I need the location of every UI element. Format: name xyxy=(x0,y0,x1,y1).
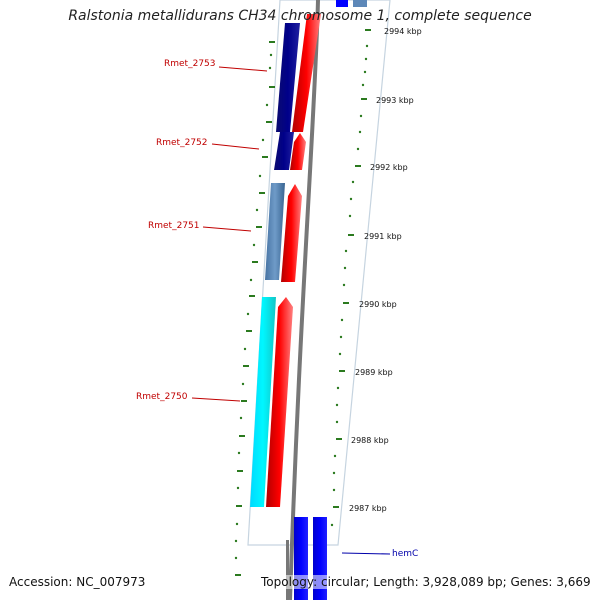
gene-rmet-2751-reverse[interactable] xyxy=(265,183,285,280)
left-green-tick-track xyxy=(234,41,275,576)
lower-backbone-segment xyxy=(286,540,289,600)
tick-label-2989: 2989 kbp xyxy=(355,368,393,377)
cropped-gene-steel[interactable] xyxy=(353,0,367,7)
gene-label-rmet-2751[interactable]: Rmet_2751 xyxy=(148,221,200,231)
gene-label-rmet-2752[interactable]: Rmet_2752 xyxy=(156,138,208,148)
tick-label-2993: 2993 kbp xyxy=(376,96,414,105)
hemc-callout-line xyxy=(341,552,391,555)
cropped-gene-blue[interactable] xyxy=(336,0,348,7)
gene-rmet-2753-reverse[interactable] xyxy=(276,23,300,132)
gene-rmet-2753-forward[interactable] xyxy=(292,14,321,132)
tick-label-2992: 2992 kbp xyxy=(370,163,408,172)
gene-label-hemc[interactable]: hemC xyxy=(392,549,418,559)
forward-strand-genes xyxy=(266,14,321,507)
topology-text: Topology: circular; Length: 3,928,089 bp… xyxy=(260,575,592,589)
tick-label-2987: 2987 kbp xyxy=(349,504,387,513)
gene-rmet-2750-forward[interactable] xyxy=(266,297,293,507)
gene-label-rmet-2753[interactable]: Rmet_2753 xyxy=(164,59,216,69)
gene-rmet-2752-reverse[interactable] xyxy=(274,132,294,170)
right-green-tick-track xyxy=(330,29,371,527)
rmet-2752-callout-line xyxy=(211,143,260,150)
tick-label-2990: 2990 kbp xyxy=(359,300,397,309)
tick-label-2994: 2994 kbp xyxy=(384,27,422,36)
gene-rmet-2752-forward[interactable] xyxy=(290,133,306,170)
gene-callouts: Rmet_2753 Rmet_2752 Rmet_2751 Rmet_2750 … xyxy=(136,59,418,559)
gene-label-rmet-2750[interactable]: Rmet_2750 xyxy=(136,392,188,402)
gene-rmet-2751-forward[interactable] xyxy=(281,184,302,282)
tick-label-2991: 2991 kbp xyxy=(364,232,402,241)
tick-label-2988: 2988 kbp xyxy=(351,436,389,445)
rmet-2751-callout-line xyxy=(202,226,252,232)
coordinate-tick-labels: 2994 kbp 2993 kbp 2992 kbp 2991 kbp 2990… xyxy=(349,27,422,513)
gene-rmet-2750-reverse[interactable] xyxy=(250,297,276,507)
genome-backbone-line xyxy=(288,0,320,600)
rmet-2753-callout-line xyxy=(218,66,268,72)
rmet-2750-callout-line xyxy=(191,397,241,402)
top-cropped-genes xyxy=(336,0,367,7)
accession-text: Accession: NC_007973 xyxy=(8,575,147,589)
reverse-strand-genes xyxy=(250,23,300,507)
